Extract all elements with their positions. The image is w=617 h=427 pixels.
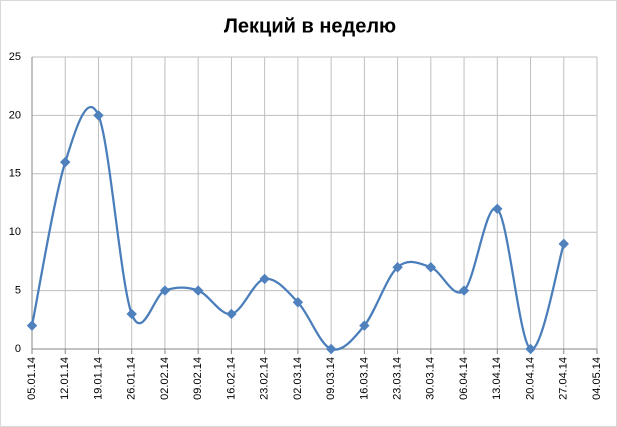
x-tick-label: 20.04.14 [524, 357, 536, 400]
x-tick-label: 23.02.14 [259, 357, 271, 400]
marker [60, 156, 71, 168]
marker [126, 308, 137, 320]
y-tick-label: 25 [9, 51, 21, 63]
x-tick-label: 27.04.14 [558, 357, 570, 400]
x-tick-label: 12.01.14 [59, 357, 71, 400]
x-tick-label: 26.01.14 [126, 357, 138, 400]
marker [425, 262, 437, 273]
x-tick-label: 04.05.14 [591, 357, 603, 400]
y-tick-label: 0 [15, 343, 21, 355]
marker [325, 343, 337, 355]
x-tick-label: 02.02.14 [159, 357, 171, 400]
line [30, 106, 565, 351]
marker [392, 262, 403, 273]
marker [558, 238, 569, 250]
marker [259, 273, 270, 285]
x-tick-label: 02.03.14 [292, 357, 304, 400]
marker [492, 203, 503, 215]
marker [192, 285, 204, 296]
x-tick-label: 09.03.14 [325, 357, 337, 400]
x-tick-label: 19.01.14 [92, 357, 104, 400]
y-tick-label: 10 [9, 226, 21, 238]
y-tick-label: 5 [15, 285, 21, 297]
marker [359, 320, 370, 331]
marker [292, 297, 304, 308]
y-tick-label: 15 [9, 168, 21, 180]
y-tick-label: 20 [9, 109, 21, 121]
x-tick-label: 06.04.14 [458, 357, 470, 400]
marker [26, 320, 38, 331]
marker [93, 110, 104, 121]
marker [458, 285, 470, 296]
marker [159, 285, 171, 296]
x-tick-label: 13.04.14 [491, 357, 503, 400]
marker [525, 343, 536, 355]
marker [226, 308, 237, 320]
x-tick-label: 16.02.14 [225, 357, 237, 400]
chart-title: Лекций в неделю [224, 15, 396, 37]
x-tick-label: 30.03.14 [425, 357, 437, 400]
x-tick-label: 05.01.14 [26, 357, 38, 400]
x-tick-label: 09.02.14 [192, 357, 204, 400]
x-tick-label: 16.03.14 [358, 357, 370, 400]
x-tick-label: 23.03.14 [391, 357, 403, 400]
